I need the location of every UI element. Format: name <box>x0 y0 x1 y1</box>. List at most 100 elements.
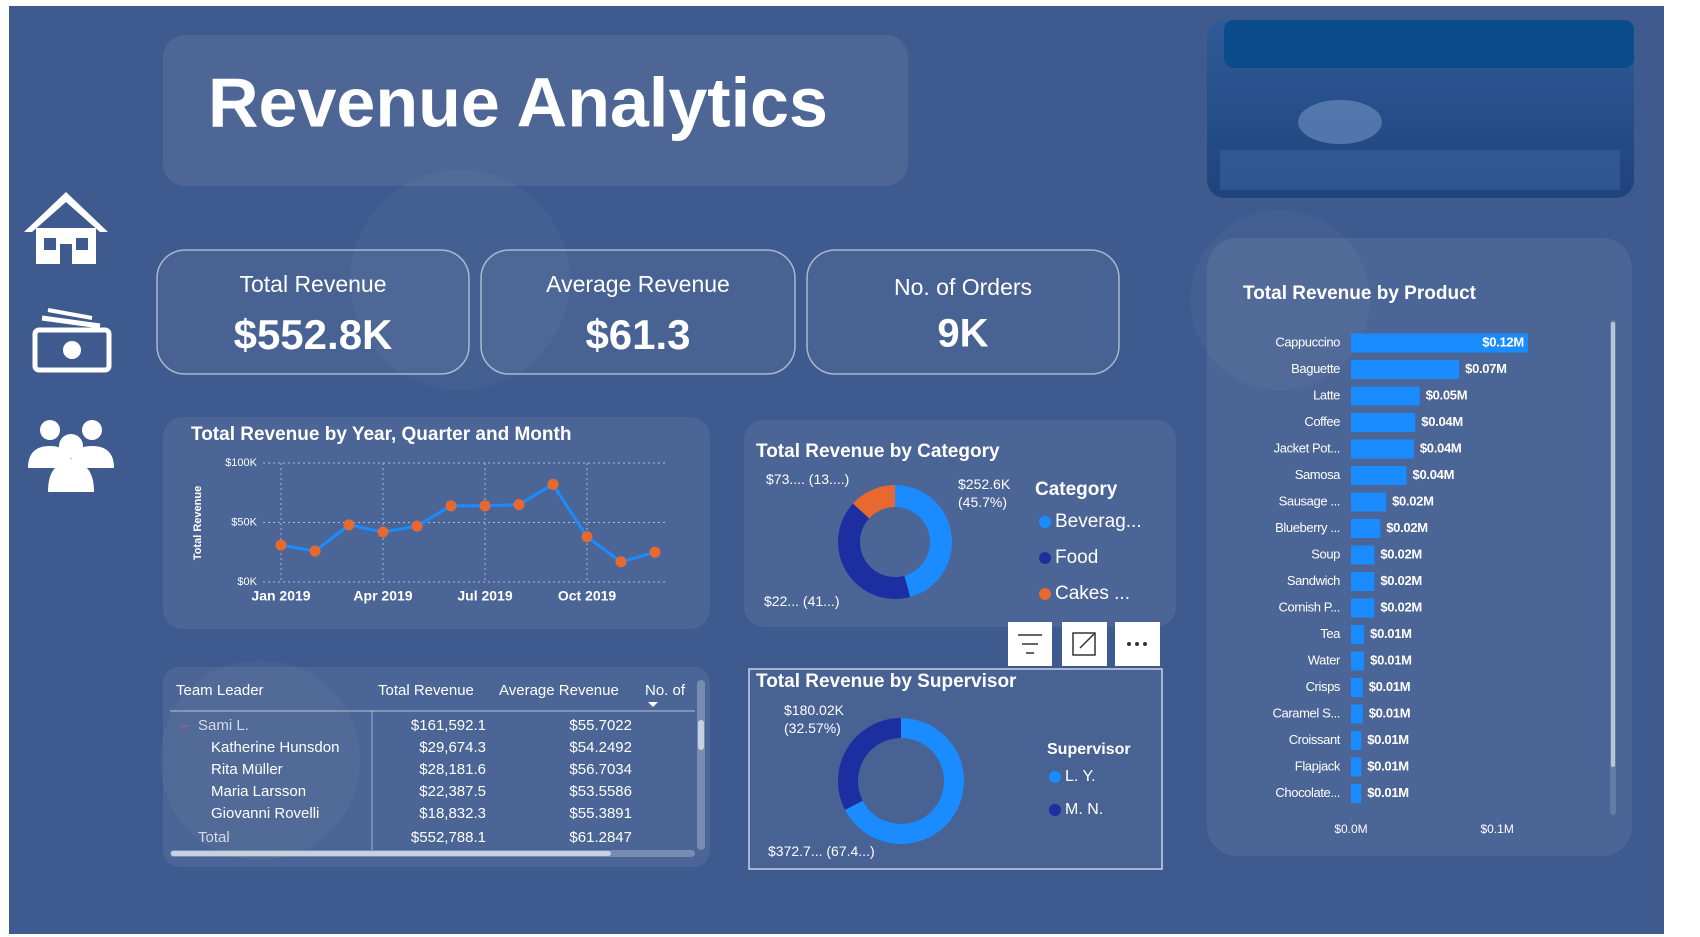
cell: $29,674.3 <box>419 739 486 756</box>
data-label: $0.04M <box>1421 414 1463 429</box>
legend-label: Cakes ... <box>1055 583 1130 604</box>
kpi-card <box>480 249 796 375</box>
bar <box>1351 784 1362 803</box>
legend-label: M. N. <box>1065 801 1103 818</box>
donut-slice <box>837 718 901 810</box>
scrollbar-thumb[interactable] <box>171 851 611 856</box>
person-head <box>40 420 60 440</box>
category-label: Blueberry ... <box>1275 520 1340 535</box>
category-label: Jacket Pot... <box>1274 440 1340 455</box>
page-title: Revenue Analytics <box>208 63 828 141</box>
data-label: $0.05M <box>1426 387 1468 402</box>
donut-slice <box>838 503 911 599</box>
category-label: Flapjack <box>1295 758 1341 773</box>
kpi-value: $552.8K <box>234 311 393 358</box>
column-header: Team Leader <box>176 682 264 699</box>
banner-skyline <box>1220 150 1620 190</box>
x-tick-label: Jan 2019 <box>251 588 310 604</box>
bar <box>1351 731 1362 750</box>
data-label: $0.12M <box>1482 334 1524 349</box>
data-label: $0.01M <box>1367 785 1409 800</box>
scrollbar-thumb[interactable] <box>1611 322 1615 767</box>
line-marker <box>343 519 355 531</box>
money-note <box>47 308 93 320</box>
donut-slice <box>895 485 952 597</box>
y-axis-title: Total Revenue <box>192 486 204 560</box>
category-label: Tea <box>1320 626 1341 641</box>
icon-frame <box>1072 632 1096 656</box>
category-label: Cornish P... <box>1279 599 1340 614</box>
chart-title: Total Revenue by Category <box>756 441 1000 462</box>
category-label: Chocolate... <box>1275 785 1340 800</box>
legend-swatch <box>1039 552 1051 564</box>
person-body <box>70 446 114 468</box>
panel <box>1207 238 1632 856</box>
column-header: No. of <box>645 682 686 699</box>
home-window <box>76 238 88 250</box>
row-label: Katherine Hunsdon <box>211 739 339 756</box>
legend-label: Beverag... <box>1055 511 1142 532</box>
category-label: Cappuccino <box>1275 334 1340 349</box>
legend-swatch <box>1049 804 1061 816</box>
cell: $22,387.5 <box>419 783 486 800</box>
kpi-value: 9K <box>937 312 988 356</box>
sort-indicator[interactable] <box>648 702 658 707</box>
cell: $28,181.6 <box>419 761 486 778</box>
data-label: $0.02M <box>1392 493 1434 508</box>
bar <box>1351 651 1365 671</box>
x-tick-label: Apr 2019 <box>353 588 412 604</box>
banner-header <box>1224 20 1634 68</box>
category-label: Coffee <box>1304 414 1340 429</box>
column-header: Average Revenue <box>499 682 619 699</box>
line-marker <box>649 546 661 558</box>
data-label: $0.02M <box>1380 573 1422 588</box>
donut-slice <box>852 485 895 519</box>
scrollbar-track <box>697 680 705 850</box>
nav-revenue[interactable] <box>32 308 112 373</box>
data-label: $22... (41...) <box>764 593 840 609</box>
nav-team[interactable] <box>28 420 114 492</box>
y-tick-label: $0K <box>237 576 257 588</box>
data-label: $0.01M <box>1370 652 1412 667</box>
x-tick-label: $0.0M <box>1334 822 1367 836</box>
line-marker <box>581 531 593 543</box>
data-label: $0.04M <box>1413 467 1455 482</box>
legend-swatch <box>1049 771 1061 783</box>
bar <box>1351 333 1528 353</box>
nav-home[interactable] <box>24 192 108 264</box>
bar <box>1351 439 1414 459</box>
row-label: Sami L. <box>198 717 249 734</box>
data-label: $0.04M <box>1420 440 1462 455</box>
kpi-value: $61.3 <box>585 311 690 358</box>
chart-title: Total Revenue by Year, Quarter and Month <box>191 424 571 445</box>
person-head <box>82 420 102 440</box>
row-label: Rita Müller <box>211 761 283 778</box>
dynamic-layer: $0K $50K $100K Jan 2019 Apr 2019 Jul 2019 Oct … <box>176 333 1528 846</box>
chart-title: Total Revenue by Supervisor <box>756 671 1017 692</box>
total-cell: $552,788.1 <box>411 829 486 846</box>
cell: $55.3891 <box>569 805 632 822</box>
category-label: Croissant <box>1289 732 1341 747</box>
line-marker <box>377 526 389 538</box>
line-marker <box>309 545 321 557</box>
kpi-label: Average Revenue <box>546 271 730 297</box>
visual-toolbar <box>1008 622 1160 666</box>
legend-label: Food <box>1055 547 1098 568</box>
panel <box>163 667 710 867</box>
category-label: Caramel S... <box>1273 705 1340 720</box>
money-frame <box>32 327 112 373</box>
icon-dot <box>1127 642 1131 646</box>
data-label: $0.01M <box>1367 758 1409 773</box>
cell: $56.7034 <box>569 761 632 778</box>
cell: $54.2492 <box>569 739 632 756</box>
chart-title: Total Revenue by Product <box>1243 283 1477 304</box>
data-label: $0.01M <box>1369 679 1411 694</box>
line-marker <box>615 556 627 568</box>
total-cell: $61.2847 <box>569 829 632 846</box>
category-label: Latte <box>1313 387 1340 402</box>
scrollbar-thumb[interactable] <box>698 720 704 750</box>
data-label: $0.07M <box>1465 361 1507 376</box>
money-coin <box>63 341 81 359</box>
